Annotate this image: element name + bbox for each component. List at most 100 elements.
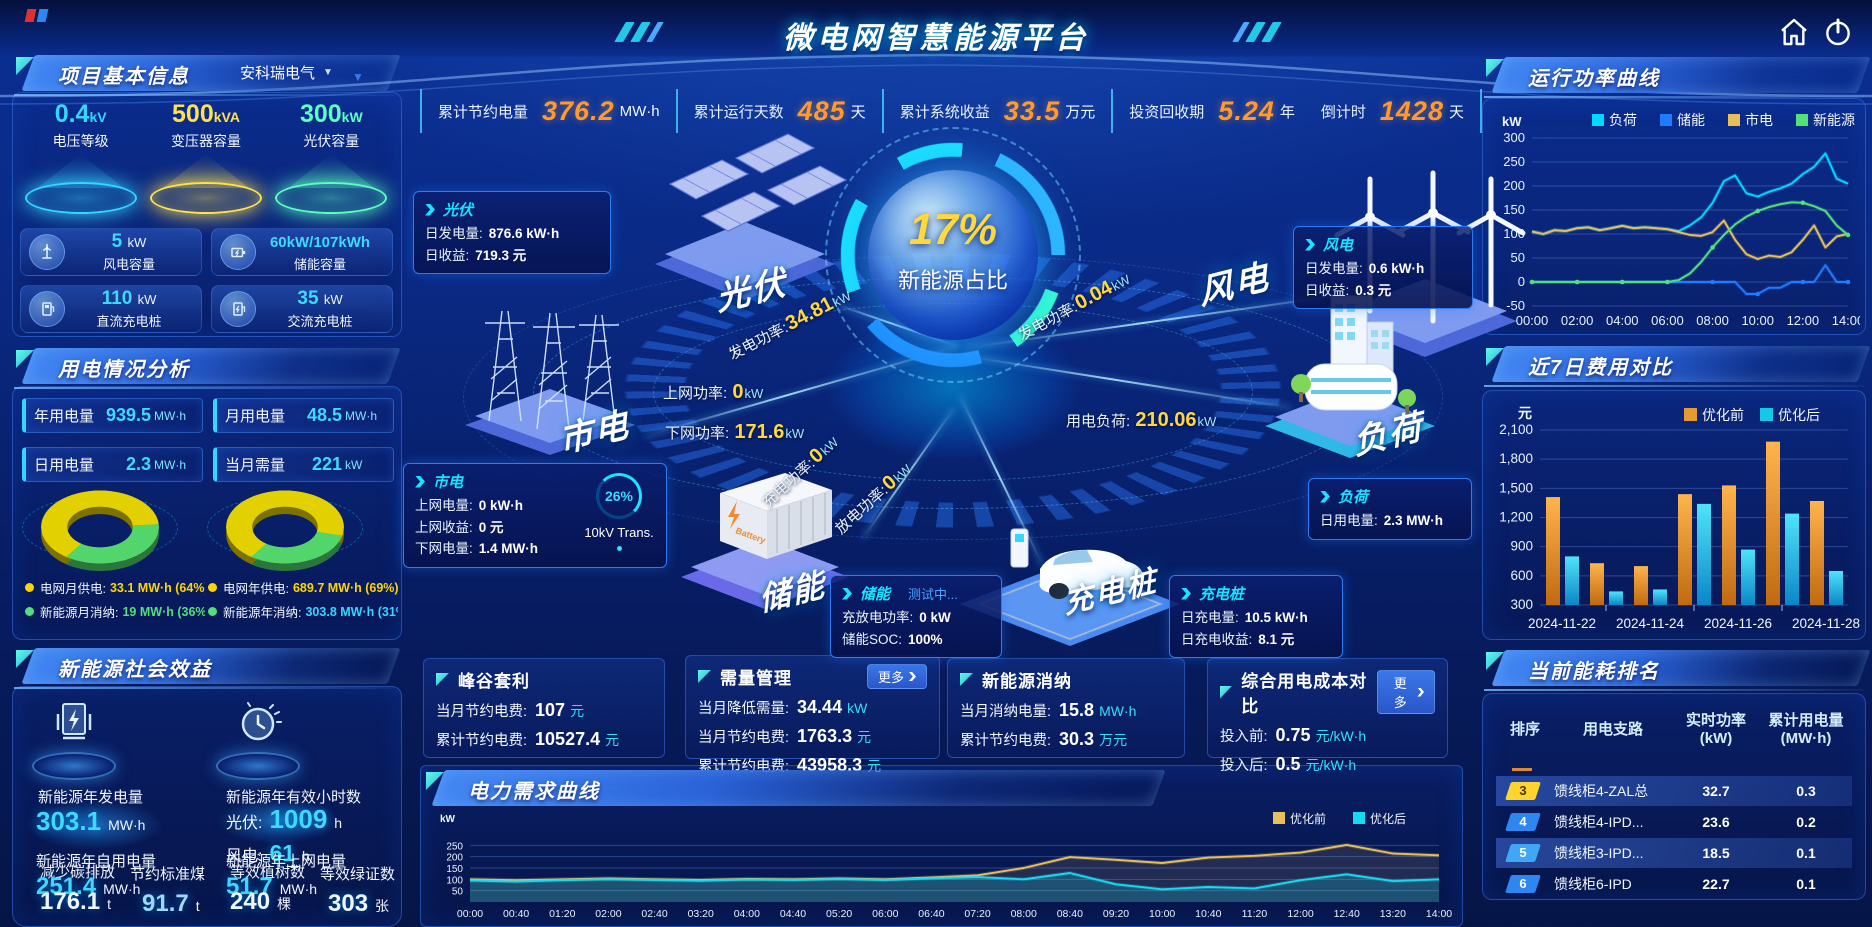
donut-legend-item: 电网年供电: 689.7 MW·h (69%): [208, 578, 398, 597]
svg-text:06:00: 06:00: [872, 908, 898, 920]
svg-text:05:20: 05:20: [826, 908, 852, 920]
pedestal-disc: [24, 182, 137, 214]
card-flag-icon: [698, 670, 711, 683]
charger-info-box: 充电桩 日充电量: 10.5 kW·h 日充电收益: 8.1 元: [1169, 575, 1343, 659]
svg-text:0: 0: [1518, 274, 1525, 289]
pedestal-value: 500kVA: [172, 100, 240, 128]
capacity-value: 60kW/107kWh: [269, 234, 371, 251]
hours-clock-icon: [241, 702, 282, 741]
svg-text:kW: kW: [440, 814, 456, 825]
legend-label: 新能源年消纳:: [223, 606, 302, 620]
svg-text:07:20: 07:20: [964, 908, 990, 920]
rank-badge: 6: [1505, 875, 1541, 893]
ac-charger-icon: [220, 291, 256, 327]
table-row[interactable]: 3 馈线柜4-ZAL总 32.7 0.3: [1496, 776, 1852, 806]
chevron-right-icon: [1305, 238, 1315, 251]
svg-text:00:40: 00:40: [503, 908, 529, 920]
branch-name: 馈线柜3-IPD...: [1554, 845, 1644, 861]
pedestal-disc: [275, 182, 388, 214]
card-row: 投入前: 0.75 元/kW·h: [1220, 725, 1367, 745]
kpi-value: 1428: [1379, 95, 1444, 126]
benefit-label: 等效植树数: [230, 864, 306, 881]
company-select[interactable]: 安科瑞电气 ▼: [240, 65, 333, 82]
ranking-panel: [1482, 693, 1866, 900]
kpi-unit: MW·h: [619, 102, 660, 120]
legend-dot: [25, 607, 34, 616]
wind-turbine-icon: [29, 234, 65, 270]
grid-node-illustration: [455, 283, 645, 460]
chip-unit: kW: [345, 457, 363, 472]
card-row: 当月降低需量: 34.44 kW: [698, 697, 868, 717]
demand-management-card: 需量管理 更多 当月降低需量: 34.44 kW 当月节约电费: 1763.3 元累计节约电…: [685, 655, 940, 775]
svg-text:03:20: 03:20: [688, 908, 714, 920]
svg-text:01:20: 01:20: [549, 908, 575, 920]
home-icon[interactable]: [1778, 16, 1810, 48]
panel-title: 运行功率曲线: [1528, 68, 1660, 90]
chip-label: 年用电量: [34, 408, 95, 425]
renewable-share-value: 17%: [908, 205, 998, 254]
capacity-label: 交流充电桩: [287, 314, 353, 329]
svg-text:2024-11-22: 2024-11-22: [1528, 616, 1596, 631]
benefit-value: 240 棵: [230, 888, 292, 915]
chevron-right-icon: [842, 587, 852, 600]
table-row[interactable]: 5 馈线柜3-IPD... 18.5 0.1: [1496, 838, 1852, 868]
generation-panel-icon: [56, 703, 92, 740]
storage-node-illustration: Battery: [665, 457, 865, 614]
svg-text:kW: kW: [1502, 114, 1522, 129]
benefit-value: 303.1 MW·h: [36, 806, 146, 836]
kpi-unit: 万元: [1065, 103, 1096, 121]
chip-unit: MW·h: [154, 408, 186, 423]
svg-text:10:40: 10:40: [1195, 908, 1221, 920]
donut-legend-item: 新能源月消纳: 19 MW·h (36%): [25, 602, 205, 621]
power-curve-panel: [1482, 98, 1866, 335]
benefit-value: 251.4 MW·h: [36, 873, 141, 900]
panel-title: 当前能耗排名: [1528, 661, 1660, 683]
kpi-label: 倒计时: [1320, 103, 1366, 121]
renewable-share-label: 新能源占比: [897, 268, 1008, 293]
chip-label: 月用电量: [225, 408, 286, 425]
power-curve-chart: kW 300 250 200 150 100 50 0 -50 00:00 02:00 04:00 06…: [1488, 102, 1864, 337]
total-energy: 0.1: [1796, 876, 1816, 892]
benefit-label: 等效绿证数: [320, 866, 396, 883]
project-panel: [12, 92, 402, 337]
realtime-power: 22.7: [1702, 876, 1730, 892]
svg-text:200: 200: [446, 853, 463, 864]
capacity-pedestal: 0.4kV 电压等级: [22, 100, 140, 214]
svg-text:200: 200: [1503, 178, 1525, 193]
legend-label: 新能源月消纳:: [40, 606, 119, 620]
table-row[interactable]: 4 馈线柜4-IPD... 23.6 0.2: [1496, 807, 1852, 837]
usage-chip: 日用电量 2.3 MW·h: [22, 447, 203, 482]
load-power: 用电负荷: 210.06kW: [1066, 409, 1217, 431]
pedestal-disc: [149, 182, 262, 214]
benefit-value: 303 张: [328, 890, 390, 917]
svg-text:10:00: 10:00: [1741, 313, 1774, 328]
chevron-right-icon: [1417, 687, 1424, 697]
table-row[interactable]: 6 馈线柜6-IPD 22.7 0.1: [1496, 869, 1852, 899]
power-icon[interactable]: [1822, 16, 1854, 48]
capacity-value: 5 kW: [111, 231, 147, 252]
more-button[interactable]: 更多: [1377, 670, 1435, 714]
chip-label: 日用电量: [34, 457, 95, 474]
card-title: 峰谷套利: [458, 672, 530, 691]
branch-name: 馈线柜4-IPD...: [1554, 814, 1644, 830]
chevron-down-icon: ▼: [323, 67, 333, 78]
pedestal-label: 光伏容量: [303, 133, 360, 149]
ranking-header-cell: 排序: [1509, 721, 1540, 738]
legend-value: 303.8 MW·h (31%): [305, 604, 398, 619]
ranking-header-cell: 用电支路: [1582, 721, 1643, 738]
card-flag-icon: [960, 673, 973, 686]
card-title: 需量管理: [720, 669, 792, 688]
more-button[interactable]: 更多: [866, 664, 927, 689]
svg-text:14:00: 14:00: [1426, 908, 1452, 920]
svg-text:11:20: 11:20: [1242, 908, 1268, 920]
gauge-dashed-ring: [825, 127, 1081, 383]
svg-text:12:00: 12:00: [1787, 313, 1820, 328]
card-row: 当月消纳电量: 15.8 MW·h: [960, 700, 1137, 720]
card-title: 综合用电成本对比: [1241, 672, 1368, 716]
svg-text:市电: 市电: [1745, 112, 1773, 128]
kpi-label: 投资回收期: [1129, 103, 1205, 121]
pedestal-value: 0.4kV: [54, 100, 107, 128]
chevron-right-icon: [1181, 587, 1191, 600]
realtime-power: 23.6: [1702, 814, 1730, 830]
battery-icon: [220, 234, 256, 270]
